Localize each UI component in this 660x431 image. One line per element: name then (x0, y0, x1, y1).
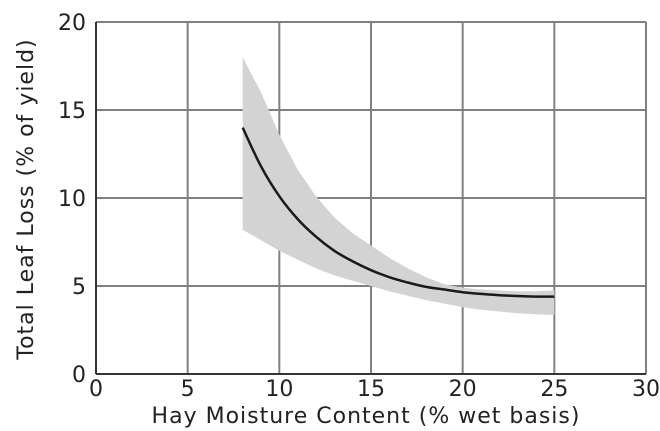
confidence-band-layer (242, 57, 555, 315)
trend-line-layer (241, 127, 555, 298)
x-tick-label: 0 (89, 377, 103, 402)
confidence-band (242, 57, 555, 315)
x-tick-label: 25 (540, 377, 568, 402)
trend-line (241, 127, 555, 298)
y-tick-label: 20 (58, 11, 86, 36)
tick-labels: 0 5 10 15 20 25 30 0 5 10 15 20 (58, 11, 660, 402)
plot-axes (95, 22, 646, 375)
x-tick-label: 10 (265, 377, 293, 402)
y-tick-label: 15 (58, 99, 86, 124)
x-tick-label: 5 (181, 377, 195, 402)
x-tick-label: 15 (357, 377, 385, 402)
y-tick-label: 10 (58, 187, 86, 212)
x-tick-label: 30 (632, 377, 660, 402)
y-tick-label: 0 (72, 363, 86, 388)
y-tick-label: 5 (72, 275, 86, 300)
y-axis-label: Total Leaf Loss (% of yield) (14, 38, 39, 360)
x-tick-label: 20 (449, 377, 477, 402)
x-axis-label: Hay Moisture Content (% wet basis) (152, 404, 581, 429)
